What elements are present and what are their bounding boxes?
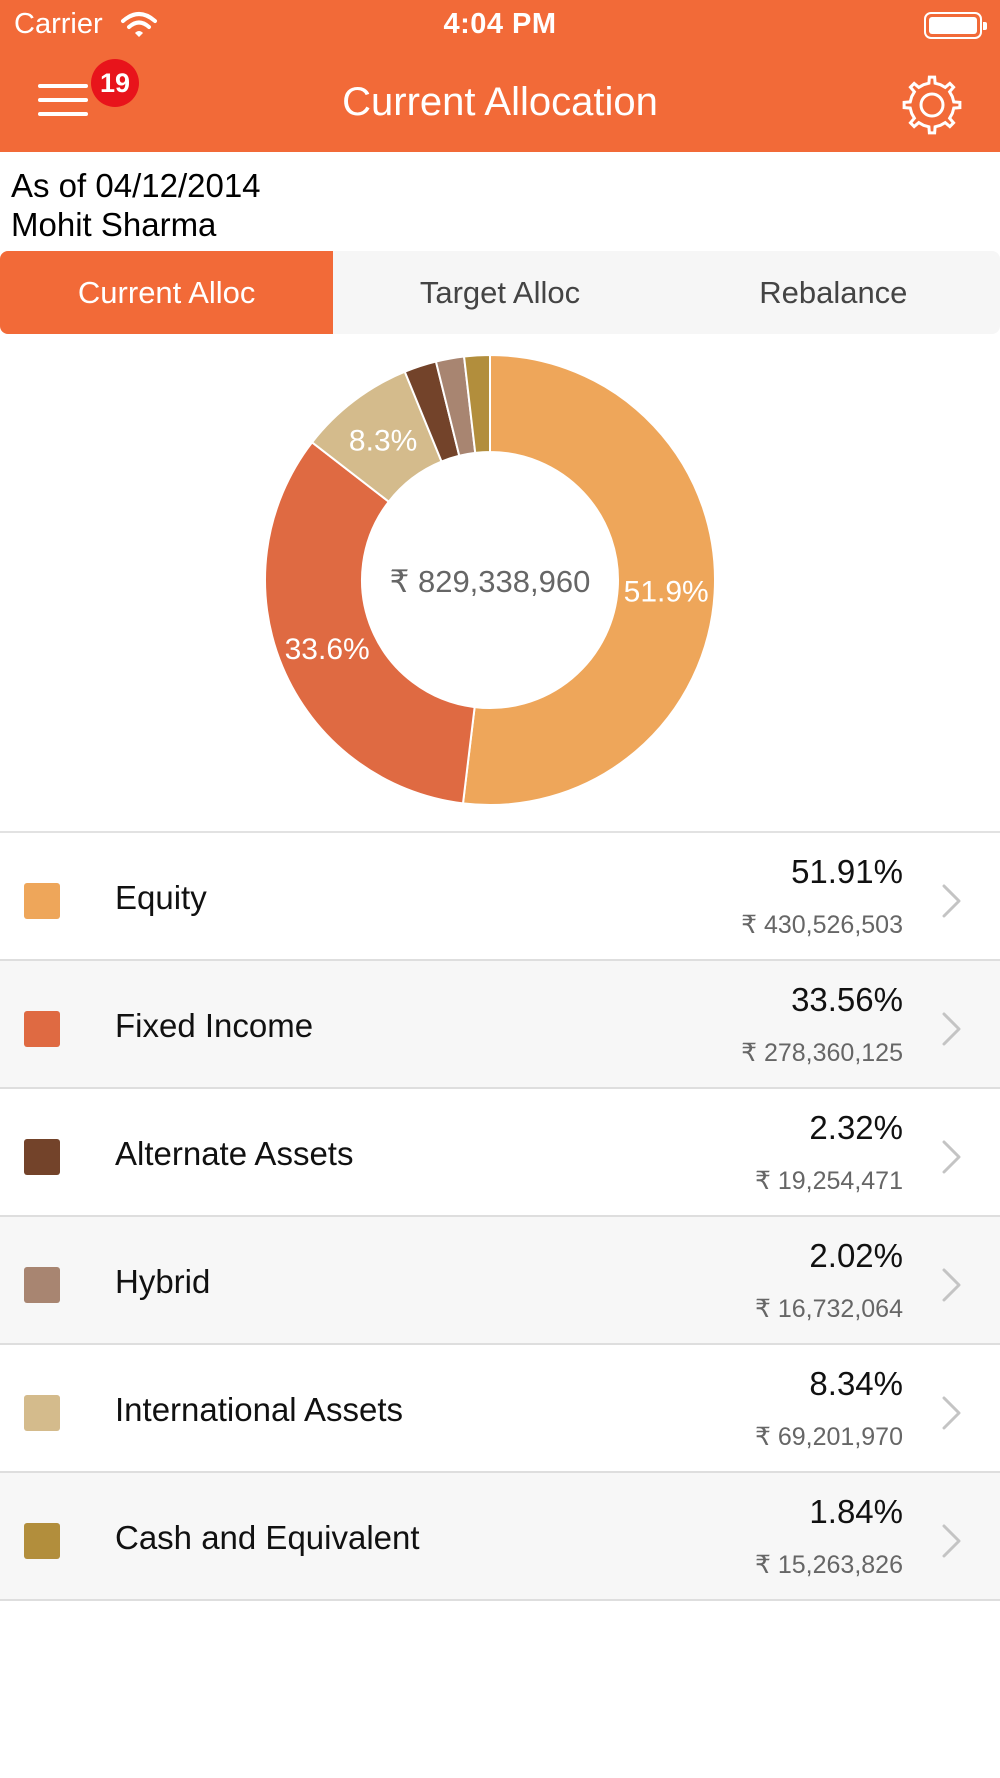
menu-button[interactable] xyxy=(38,80,88,120)
status-time: 4:04 PM xyxy=(443,8,557,40)
slice-label: 33.6% xyxy=(285,633,370,666)
tab-target-alloc[interactable]: Target Alloc xyxy=(419,274,581,310)
chevron-right-icon xyxy=(942,884,961,918)
asset-percent: 2.32% xyxy=(809,1109,903,1146)
account-info: As of 04/12/2014 Mohit Sharma xyxy=(11,166,261,244)
tab-rebalance[interactable]: Rebalance xyxy=(759,274,908,310)
asset-name: Hybrid xyxy=(115,1263,211,1300)
asset-amount: ₹ 430,526,503 xyxy=(741,911,903,939)
client-name: Mohit Sharma xyxy=(11,206,217,243)
asset-amount: ₹ 16,732,064 xyxy=(755,1295,903,1323)
asset-row-cash-and-equivalent[interactable]: Cash and Equivalent 1.84% ₹ 15,263,826 xyxy=(0,1473,1000,1601)
slice-label: 51.9% xyxy=(624,576,709,609)
slice-label: 8.3% xyxy=(349,425,417,458)
donut-slice-cash-and-equivalent xyxy=(462,353,491,454)
battery-icon xyxy=(924,12,987,39)
asset-list: Equity 51.91% ₹ 430,526,503 Fixed Income 33.… xyxy=(0,831,1000,1601)
wifi-icon xyxy=(121,12,157,37)
asset-name: Cash and Equivalent xyxy=(115,1519,420,1556)
chevron-right-icon xyxy=(942,1524,961,1558)
asset-amount: ₹ 69,201,970 xyxy=(755,1423,903,1451)
asset-row-international-assets[interactable]: International Assets 8.34% ₹ 69,201,970 xyxy=(0,1345,1000,1473)
legend-swatch xyxy=(24,1395,60,1431)
donut-slice-equity xyxy=(461,353,716,806)
asset-percent: 33.56% xyxy=(791,981,903,1018)
chevron-right-icon xyxy=(942,1012,961,1046)
asset-percent: 51.91% xyxy=(791,853,903,890)
asset-percent: 2.02% xyxy=(809,1237,903,1274)
asset-row-hybrid[interactable]: Hybrid 2.02% ₹ 16,732,064 xyxy=(0,1217,1000,1345)
asset-percent: 8.34% xyxy=(809,1365,903,1402)
donut-slice-fixed-income xyxy=(264,440,476,805)
hamburger-icon-line xyxy=(38,98,88,102)
asset-name: Alternate Assets xyxy=(115,1135,354,1172)
legend-swatch xyxy=(24,883,60,919)
asset-percent: 1.84% xyxy=(809,1493,903,1530)
donut-center-total: ₹ 829,338,960 xyxy=(390,564,591,599)
hamburger-icon-line xyxy=(38,112,88,116)
asset-name: Equity xyxy=(115,879,207,916)
legend-swatch xyxy=(24,1011,60,1047)
tab-current-alloc[interactable]: Current Alloc xyxy=(0,251,334,334)
nav-bar: Carrier 4:04 PM 19 Current Allocation xyxy=(0,0,1000,152)
gear-icon[interactable] xyxy=(900,73,964,137)
asset-amount: ₹ 278,360,125 xyxy=(741,1039,903,1067)
allocation-donut-chart: 51.9% 33.6% 8.3% ₹ 829,338,960 xyxy=(264,353,716,806)
asset-row-fixed-income[interactable]: Fixed Income 33.56% ₹ 278,360,125 xyxy=(0,961,1000,1089)
legend-swatch xyxy=(24,1523,60,1559)
asset-row-alternate-assets[interactable]: Alternate Assets 2.32% ₹ 19,254,471 xyxy=(0,1089,1000,1217)
asset-row-equity[interactable]: Equity 51.91% ₹ 430,526,503 xyxy=(0,833,1000,961)
asset-amount: ₹ 19,254,471 xyxy=(755,1167,903,1195)
notification-badge: 19 xyxy=(91,59,139,107)
chevron-right-icon xyxy=(942,1396,961,1430)
hamburger-icon xyxy=(38,84,88,88)
segment-tabs: Current Alloc Target Alloc Rebalance xyxy=(0,251,1000,334)
as-of-date: As of 04/12/2014 xyxy=(11,167,261,204)
asset-name: International Assets xyxy=(115,1391,404,1428)
chevron-right-icon xyxy=(942,1140,961,1174)
asset-amount: ₹ 15,263,826 xyxy=(755,1551,903,1579)
status-carrier: Carrier xyxy=(14,8,103,40)
legend-swatch xyxy=(24,1139,60,1175)
page-title: Current Allocation xyxy=(342,80,658,124)
asset-name: Fixed Income xyxy=(115,1007,314,1044)
legend-swatch xyxy=(24,1267,60,1303)
chevron-right-icon xyxy=(942,1268,961,1302)
